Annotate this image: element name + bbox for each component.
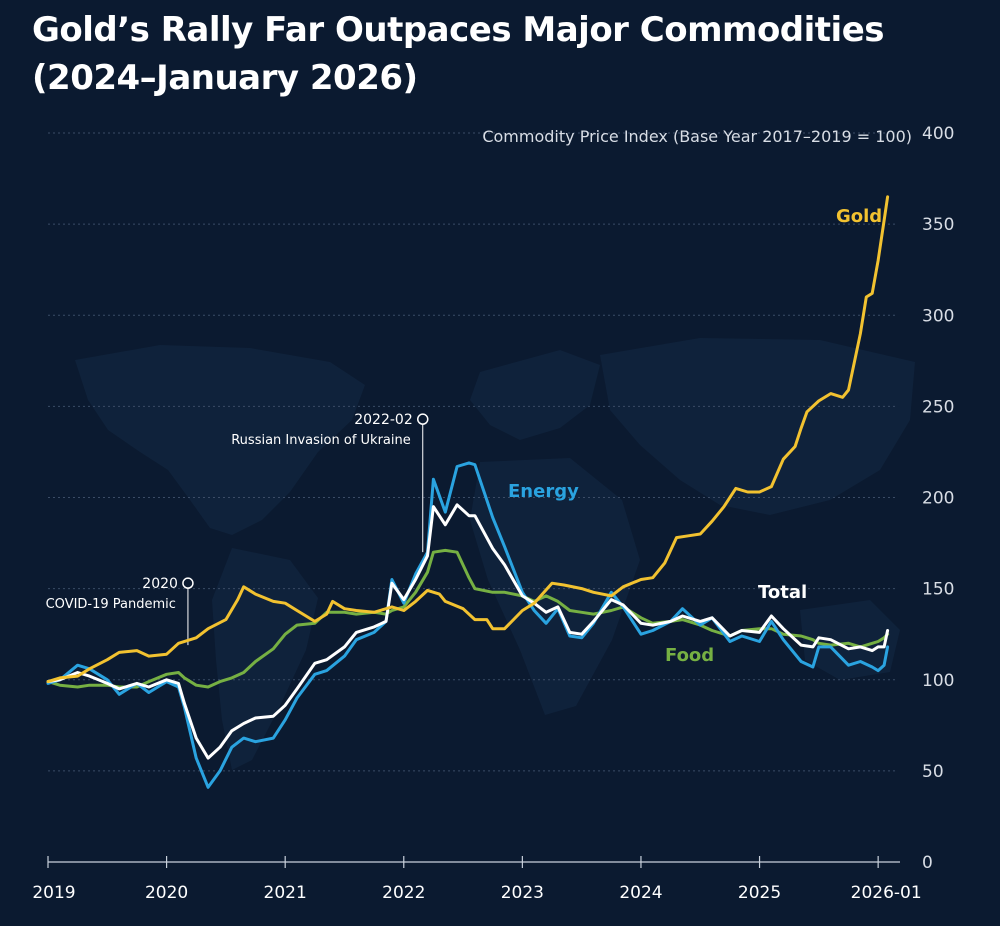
annotation-text-1: Russian Invasion of Ukraine [231, 433, 411, 448]
series-line-gold [46, 195, 890, 684]
map-europe [470, 350, 600, 440]
map-asia [600, 338, 915, 515]
annotation-date-1: 2022-02 [354, 412, 413, 428]
y-tick-label-400: 400 [922, 124, 954, 144]
x-tick-label-2025: 2025 [738, 883, 781, 903]
x-tick-label-2024: 2024 [619, 883, 662, 903]
x-tick-label-2020: 2020 [145, 883, 188, 903]
y-tick-label-350: 350 [922, 215, 954, 235]
x-tick-label-2022: 2022 [382, 883, 425, 903]
axes: 0 50 100 150 200 250 300 350 400 2019 2020 2021 2022… [32, 124, 954, 903]
annotations: 2020 COVID-19 Pandemic 2022-02 Russian Inva… [46, 412, 429, 646]
annotation-text-0: COVID-19 Pandemic [46, 597, 176, 612]
series-line-food [46, 548, 890, 689]
map-south-america [212, 548, 318, 770]
y-tick-label-300: 300 [922, 306, 954, 326]
series-line-total [46, 503, 890, 760]
series-label-food: Food [665, 645, 714, 666]
chart-title-line-2: (2024–January 2026) [32, 58, 418, 98]
world-map-backdrop [75, 338, 915, 770]
y-tick-label-200: 200 [922, 489, 954, 509]
y-tick-label-50: 50 [922, 762, 944, 782]
x-tick-label-2019: 2019 [32, 883, 75, 903]
annotation-marker-1 [416, 413, 429, 425]
series-lines [46, 195, 890, 789]
x-tick-label-2021: 2021 [264, 883, 307, 903]
chart-title: Gold’s Rally Far Outpaces Major Commodit… [32, 6, 885, 102]
map-north-america [75, 345, 365, 535]
series-label-energy: Energy [508, 481, 579, 502]
annotation-marker-0 [182, 577, 194, 589]
chart-title-line-1: Gold’s Rally Far Outpaces Major Commodit… [32, 10, 885, 50]
map-australia [800, 600, 900, 680]
y-tick-label-100: 100 [922, 671, 954, 691]
y-tick-label-150: 150 [922, 580, 954, 600]
map-africa [470, 458, 640, 715]
annotation-date-0: 2020 [142, 576, 178, 592]
x-tick-label-2026-01: 2026-01 [851, 883, 922, 903]
y-tick-label-0: 0 [922, 853, 933, 873]
x-tick-label-2023: 2023 [501, 883, 544, 903]
series-line-energy [46, 461, 890, 789]
y-tick-label-250: 250 [922, 397, 954, 417]
y-axis-label: Commodity Price Index (Base Year 2017–20… [482, 127, 912, 146]
series-labels: Gold Energy Total Food [508, 206, 882, 666]
series-label-total: Total [758, 582, 807, 603]
series-label-gold: Gold [836, 206, 882, 227]
